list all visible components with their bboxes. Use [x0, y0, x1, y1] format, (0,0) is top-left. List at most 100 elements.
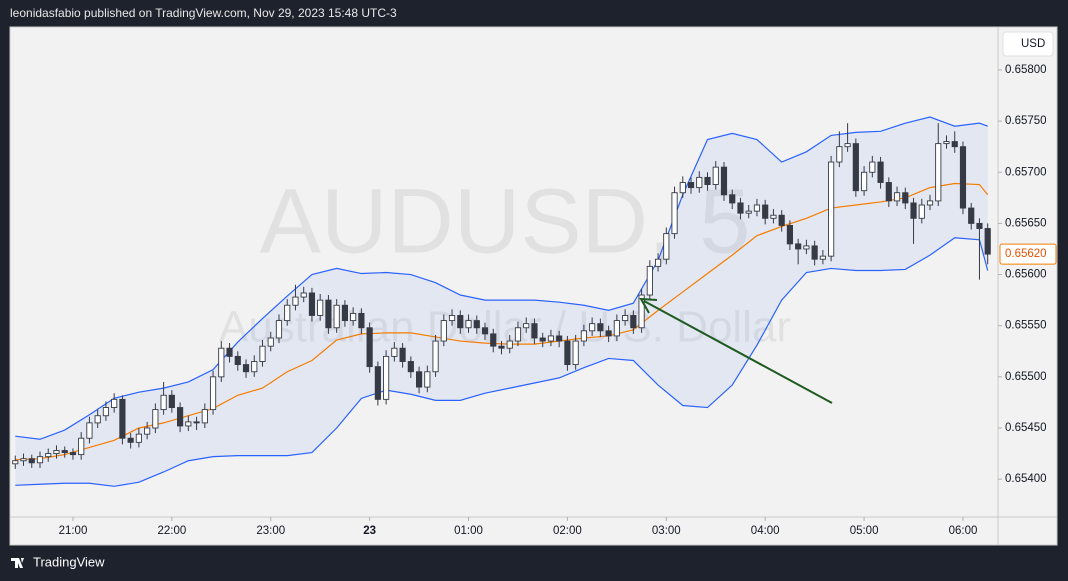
candle-body — [432, 340, 439, 373]
y-tick-label: 0.65800 — [1005, 64, 1047, 76]
candle-body — [679, 182, 686, 194]
last-price-label: 0.65620 — [1005, 248, 1047, 260]
candle-body — [440, 320, 447, 342]
candle-body — [45, 453, 52, 458]
candle-body — [267, 337, 274, 347]
candle-body — [61, 450, 68, 454]
candle-body — [762, 204, 769, 219]
candle-body — [580, 330, 587, 342]
candle-body — [844, 143, 851, 148]
candle-body — [473, 320, 480, 329]
candle-body — [218, 347, 225, 378]
candle-body — [745, 210, 752, 214]
candle-body — [531, 323, 538, 339]
candle-body — [597, 323, 604, 332]
candle-body — [951, 141, 958, 148]
candle-body — [292, 296, 299, 306]
candle-body — [415, 371, 423, 388]
x-tick-label: 23:00 — [256, 525, 285, 537]
candle-body — [622, 315, 629, 322]
candle-body — [795, 243, 802, 250]
candle-body — [366, 327, 373, 368]
candle-body — [770, 214, 777, 219]
candle-body — [877, 161, 884, 183]
candle-body — [209, 376, 217, 411]
band-line — [15, 237, 989, 487]
y-tick-label: 0.65600 — [1005, 269, 1047, 281]
candle-body — [902, 192, 909, 204]
candle-body — [374, 366, 381, 400]
candle-body — [391, 347, 398, 357]
x-tick-label: 22:00 — [157, 525, 186, 537]
annotation-arrow — [643, 300, 833, 404]
candle-body — [36, 456, 44, 464]
candle-body — [605, 330, 612, 337]
candle-body — [86, 422, 93, 439]
candle-body — [448, 315, 456, 322]
axes: 0.65400 0.65450 0.65500 0.65550 0.65600 0.656… — [59, 64, 1057, 537]
candle-body — [350, 312, 357, 322]
candle-body — [102, 407, 110, 417]
candle-body — [399, 347, 406, 362]
candle-body — [704, 176, 711, 185]
candle-body — [630, 315, 637, 329]
y-tick-label: 0.65550 — [1005, 320, 1047, 332]
candle-body — [547, 335, 555, 342]
candle-body — [201, 409, 208, 424]
y-tick-label: 0.65450 — [1005, 422, 1047, 434]
candle-body — [778, 214, 785, 226]
last-price-box — [999, 243, 1057, 265]
candle-body — [523, 323, 530, 329]
y-tick-label: 0.65500 — [1005, 371, 1047, 383]
candle-body — [12, 460, 19, 465]
candle-body — [671, 192, 678, 235]
x-tick-label: 03:00 — [652, 525, 681, 537]
x-tick-label: 23 — [363, 525, 376, 537]
currency-button[interactable] — [1002, 31, 1054, 57]
candle-body — [177, 407, 184, 427]
candle-body — [135, 433, 142, 443]
candle-body — [481, 327, 489, 335]
candle-body — [341, 304, 348, 322]
candle-body — [234, 355, 241, 366]
candle-body — [803, 245, 810, 250]
candle-body — [613, 320, 620, 337]
candle-body — [325, 299, 332, 329]
candle-body — [737, 202, 744, 214]
candle-body — [242, 364, 250, 373]
candle-body — [119, 398, 126, 439]
band-fill — [15, 117, 988, 487]
candle-body — [910, 202, 917, 219]
candle-body — [959, 146, 967, 209]
candle-body — [251, 361, 258, 373]
candle-body — [687, 182, 695, 189]
candle-body — [811, 245, 818, 260]
candle-body — [646, 265, 653, 296]
plot-area — [12, 116, 991, 487]
candle-body — [729, 194, 736, 204]
candle-body — [111, 398, 118, 408]
candle-body — [498, 345, 505, 349]
y-tick-label: 0.65400 — [1005, 473, 1047, 485]
candle-body — [226, 347, 233, 357]
candle-body — [786, 225, 794, 245]
candle-body — [926, 200, 934, 206]
y-tick-label: 0.65750 — [1005, 115, 1047, 127]
candle-body — [663, 233, 670, 260]
brand-logo — [11, 558, 24, 568]
candle-body — [696, 176, 703, 189]
candle-body — [984, 228, 991, 255]
candle-body — [654, 258, 662, 267]
x-tick-label: 04:00 — [751, 525, 780, 537]
candle-body — [869, 161, 876, 173]
candle-body — [28, 458, 35, 464]
candle-body — [828, 161, 835, 257]
x-tick-label: 01:00 — [454, 525, 483, 537]
candle-body — [308, 292, 316, 316]
currency[interactable]: USD — [1021, 38, 1045, 50]
x-tick-label: 05:00 — [850, 525, 879, 537]
candle-body — [284, 304, 291, 322]
candle-body — [935, 143, 942, 202]
candle-body — [259, 345, 266, 362]
